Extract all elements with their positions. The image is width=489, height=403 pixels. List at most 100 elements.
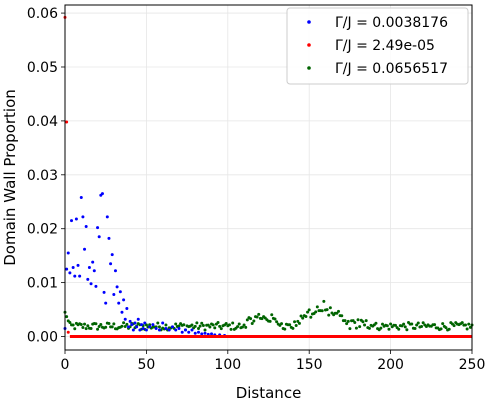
data-point bbox=[210, 332, 214, 336]
data-point bbox=[79, 195, 83, 199]
data-point bbox=[73, 327, 77, 331]
data-point bbox=[346, 319, 350, 323]
data-point bbox=[463, 323, 467, 327]
data-point bbox=[460, 321, 464, 325]
data-point bbox=[249, 317, 253, 321]
data-point bbox=[420, 324, 424, 328]
data-point bbox=[112, 292, 116, 296]
data-point bbox=[123, 317, 127, 321]
data-point bbox=[157, 325, 161, 329]
data-point bbox=[301, 316, 305, 320]
data-point bbox=[452, 324, 456, 328]
data-point bbox=[68, 271, 72, 275]
data-point bbox=[96, 327, 100, 331]
data-point bbox=[211, 323, 215, 327]
data-point bbox=[216, 321, 220, 325]
data-point bbox=[104, 325, 108, 329]
data-point bbox=[177, 324, 181, 328]
data-point bbox=[200, 332, 204, 336]
data-point bbox=[138, 328, 142, 332]
data-point bbox=[403, 325, 407, 329]
data-point bbox=[84, 327, 88, 331]
data-point bbox=[156, 321, 160, 325]
data-point bbox=[94, 322, 98, 326]
data-point bbox=[252, 319, 256, 323]
data-point bbox=[187, 330, 191, 334]
data-point bbox=[467, 322, 471, 326]
data-point bbox=[100, 192, 104, 196]
data-point bbox=[120, 324, 124, 328]
data-point bbox=[81, 215, 85, 219]
data-point bbox=[387, 327, 391, 331]
data-point bbox=[444, 326, 448, 330]
data-point bbox=[87, 266, 91, 270]
data-point bbox=[120, 310, 124, 314]
data-point bbox=[315, 305, 319, 309]
y-tick-label: 0.04 bbox=[27, 114, 58, 130]
y-axis-label: Domain Wall Proportion bbox=[1, 89, 19, 266]
data-point bbox=[322, 299, 326, 303]
data-point bbox=[465, 327, 469, 331]
legend-label: Γ/J = 0.0656517 bbox=[335, 61, 448, 77]
data-point bbox=[402, 322, 406, 326]
data-point bbox=[380, 322, 384, 326]
legend-box bbox=[286, 7, 469, 85]
data-point bbox=[96, 226, 100, 230]
y-tick-label: 0.01 bbox=[27, 276, 58, 292]
data-point bbox=[354, 326, 358, 330]
data-point bbox=[389, 322, 393, 326]
data-point bbox=[364, 319, 368, 323]
x-axis-label: Distance bbox=[236, 384, 302, 402]
x-tick-label: 0 bbox=[61, 357, 70, 373]
data-point bbox=[115, 285, 119, 289]
data-point bbox=[148, 325, 152, 329]
data-point bbox=[104, 301, 108, 305]
data-point bbox=[65, 267, 69, 271]
data-point bbox=[288, 323, 292, 327]
data-point bbox=[126, 325, 130, 329]
data-point bbox=[94, 284, 98, 288]
axis-ticks: 0 50 100 150 200 250 0.00 0.01 0.02 0.03 0.04 0.05 0… bbox=[27, 6, 486, 373]
data-point bbox=[91, 260, 95, 264]
x-tick-label: 250 bbox=[459, 357, 486, 373]
data-point bbox=[307, 308, 311, 312]
data-point bbox=[151, 323, 155, 327]
data-point bbox=[125, 322, 129, 326]
data-point bbox=[128, 319, 132, 323]
data-point bbox=[143, 321, 147, 325]
data-point bbox=[345, 322, 349, 326]
data-point bbox=[196, 327, 200, 331]
data-point bbox=[296, 319, 300, 323]
data-point bbox=[109, 262, 113, 266]
data-point bbox=[70, 219, 74, 223]
data-point bbox=[136, 317, 140, 321]
x-tick-label: 50 bbox=[137, 357, 155, 373]
data-point bbox=[348, 327, 352, 331]
data-point bbox=[79, 322, 83, 326]
data-point bbox=[78, 274, 82, 278]
data-point bbox=[320, 309, 324, 313]
data-point bbox=[224, 322, 228, 326]
data-point bbox=[468, 325, 472, 329]
data-point bbox=[283, 327, 287, 331]
data-point bbox=[117, 301, 121, 305]
data-point bbox=[110, 253, 114, 257]
data-point bbox=[125, 306, 129, 310]
data-point bbox=[314, 310, 318, 314]
data-point bbox=[257, 312, 261, 316]
data-point bbox=[447, 327, 451, 331]
data-point bbox=[84, 225, 88, 229]
legend-marker bbox=[307, 66, 311, 70]
legend-marker bbox=[307, 20, 311, 24]
data-point bbox=[393, 323, 397, 327]
data-point bbox=[229, 327, 233, 331]
data-point bbox=[227, 323, 231, 327]
data-point bbox=[218, 324, 222, 328]
y-tick-label: 0.06 bbox=[27, 6, 58, 22]
data-point bbox=[81, 326, 85, 330]
data-point bbox=[107, 236, 111, 240]
data-point bbox=[99, 323, 103, 327]
data-point bbox=[405, 328, 409, 332]
data-point bbox=[280, 322, 284, 326]
data-point bbox=[304, 315, 308, 319]
